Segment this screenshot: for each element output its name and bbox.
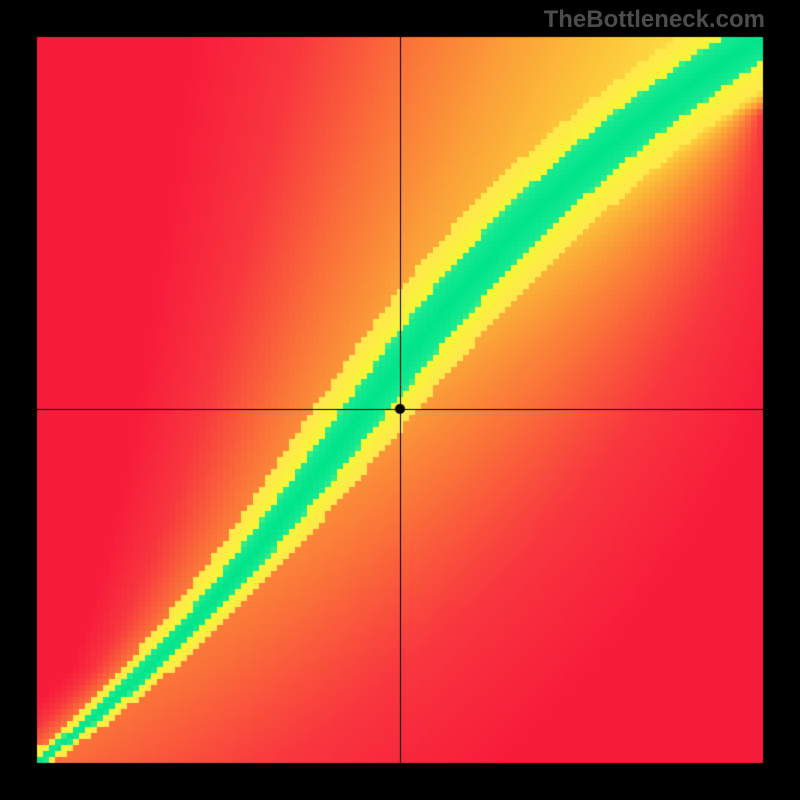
bottleneck-heatmap xyxy=(0,0,800,800)
chart-container: TheBottleneck.com xyxy=(0,0,800,800)
